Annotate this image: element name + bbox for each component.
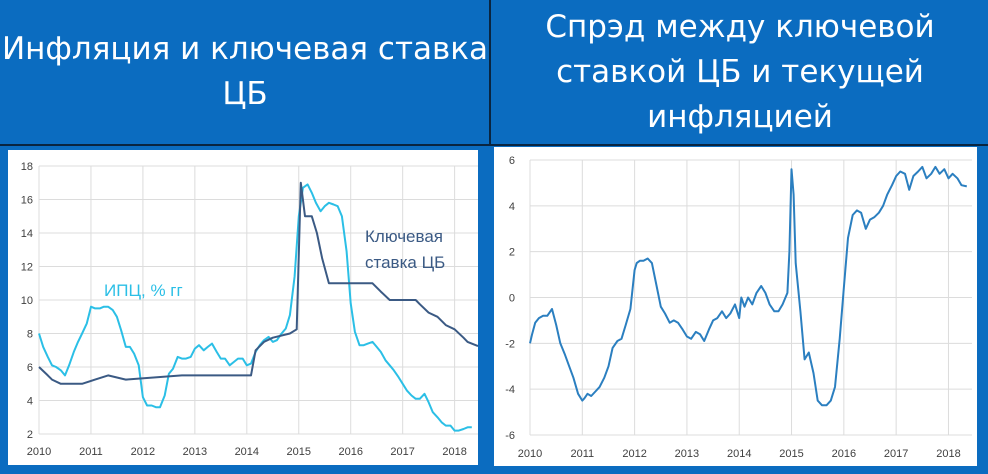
y-tick-label: 12 <box>21 262 33 274</box>
right-panel-title-text: Спрэд между ключевой ставкой ЦБ и текуще… <box>545 8 935 135</box>
x-tick-label: 2012 <box>131 446 155 458</box>
cpi-annotation: ИПЦ, % гг <box>104 281 183 300</box>
left-panel-title: Инфляция и ключевая ставка ЦБ <box>0 0 490 144</box>
y-tick-label: 2 <box>27 429 33 441</box>
y-tick-label: -4 <box>505 384 515 396</box>
inflation-key-rate-chart-svg: 2 4 6 8 10 12 14 16 18 2010 2011 2012 2013 2014 2015 20… <box>21 161 479 458</box>
left-panel-title-text: Инфляция и ключевая ставка ЦБ <box>1 31 489 112</box>
spread-series-line <box>529 165 968 407</box>
y-tick-label: 8 <box>27 329 33 341</box>
x-tick-label: 2017 <box>884 448 908 460</box>
y-tick-label: 16 <box>21 195 33 207</box>
y-tick-label: 14 <box>21 228 33 240</box>
y-tick-label: 10 <box>21 295 33 307</box>
y-tick-label: 6 <box>509 155 515 167</box>
x-tick-label: 2015 <box>287 446 311 458</box>
key_rate-series-line <box>38 181 479 385</box>
x-tick-label: 2014 <box>727 448 751 460</box>
x-tick-label: 2017 <box>390 446 414 458</box>
x-tick-label: 2016 <box>832 448 856 460</box>
x-tick-label: 2010 <box>27 446 51 458</box>
x-tick-label: 2013 <box>183 446 207 458</box>
y-tick-label: 6 <box>27 362 33 374</box>
x-tick-label: 2012 <box>622 448 646 460</box>
key_rate-annotation: ставка ЦБ <box>365 253 445 272</box>
x-tick-label: 2011 <box>79 446 103 458</box>
x-tick-label: 2016 <box>338 446 362 458</box>
x-tick-label: 2010 <box>518 448 542 460</box>
y-tick-label: 4 <box>509 201 515 213</box>
inflation-key-rate-chart: 2 4 6 8 10 12 14 16 18 2010 2011 2012 2013 2014 2015 20… <box>8 150 479 465</box>
x-tick-label: 2018 <box>442 446 466 458</box>
x-tick-label: 2011 <box>570 448 594 460</box>
y-tick-label: -6 <box>505 430 515 442</box>
y-tick-label: -2 <box>505 338 515 350</box>
x-tick-label: 2015 <box>779 448 803 460</box>
title-divider <box>489 0 491 144</box>
y-tick-label: 2 <box>509 247 515 259</box>
y-tick-label: 0 <box>509 293 515 305</box>
cpi-series-line <box>38 183 472 432</box>
spread-chart: -6 -4 -2 0 2 4 6 2010 2011 2012 2013 2014 2015 2016 20… <box>494 147 977 466</box>
spread-chart-svg: -6 -4 -2 0 2 4 6 2010 2011 2012 2013 2014 2015 2016 20… <box>505 155 972 460</box>
x-tick-label: 2018 <box>936 448 960 460</box>
header-divider <box>0 144 988 146</box>
y-tick-label: 18 <box>21 161 33 173</box>
right-panel-title: Спрэд между ключевой ставкой ЦБ и текуще… <box>492 0 988 144</box>
key_rate-annotation: Ключевая <box>365 227 443 246</box>
x-tick-label: 2014 <box>235 446 259 458</box>
y-tick-label: 4 <box>27 396 33 408</box>
x-tick-label: 2013 <box>675 448 699 460</box>
